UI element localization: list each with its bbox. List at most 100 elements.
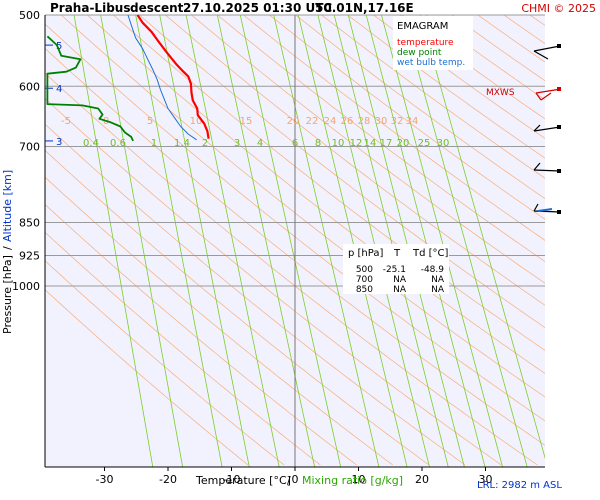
mixing-ratio-label: 17 [380, 138, 393, 149]
dry-adiabat [45, 47, 545, 446]
legend-wet-bulb: wet bulb temp. [397, 58, 465, 68]
theta-label: 10 [190, 116, 203, 127]
header-coords: 50.01N,17.16E [315, 1, 414, 15]
dry-adiabat [113, 15, 545, 351]
mixing-ratio-line [317, 15, 430, 467]
theta-label: 22 [306, 116, 319, 127]
mixing-ratio-label: 12 [350, 138, 363, 149]
mixing-ratio-label: 2 [202, 138, 208, 149]
temperature-profile [136, 14, 210, 139]
dew-point-profile [46, 35, 134, 142]
mixing-ratio-line [347, 15, 465, 467]
temp-tick-label: -30 [96, 473, 114, 486]
dry-adiabat [191, 15, 545, 284]
pressure-tick-label: 850 [19, 216, 40, 229]
theta-label: 28 [358, 116, 371, 127]
table-cell: NA [393, 275, 407, 285]
lrl-label: LRL: 2982 m ASL [477, 480, 562, 491]
pressure-tick-label: 925 [19, 250, 40, 263]
mixing-ratio-line [100, 15, 184, 467]
theta-label: 5 [147, 116, 153, 127]
temp-tick-label: 10 [352, 473, 366, 486]
table-cell: NA [431, 275, 445, 285]
value-table-box [343, 244, 449, 294]
legend-temperature: temperature [397, 38, 454, 48]
mixing-ratio-label: 3 [234, 138, 240, 149]
temp-tick-label: -20 [159, 473, 177, 486]
dry-adiabat [373, 15, 545, 139]
pressure-tick-label: 600 [19, 80, 40, 93]
mixing-ratio-line [402, 15, 528, 467]
copyright: CHMI © 2025 [521, 2, 596, 15]
mixing-ratio-line [185, 15, 280, 467]
temp-tick-label: 0 [292, 473, 299, 486]
dry-adiabat [45, 123, 466, 466]
legend-box [393, 16, 473, 70]
table-header-td: Td [°C] [412, 248, 449, 259]
temp-tick-label: 30 [479, 473, 493, 486]
mixing-ratio-label: 25 [418, 138, 431, 149]
table-cell: 700 [356, 275, 373, 285]
theta-label: 26 [341, 116, 354, 127]
header-station: Praha-Libus [50, 1, 130, 15]
dry-adiabat [269, 15, 545, 220]
mixing-ratio-line [239, 15, 342, 467]
dry-adiabat [295, 15, 545, 200]
table-cell: 850 [356, 285, 373, 295]
pressure-tick-label: 1000 [12, 280, 40, 293]
mixing-ratio-label: 1 [151, 138, 157, 149]
dry-adiabat [347, 15, 545, 159]
mixing-ratio-label: 1.4 [174, 138, 190, 149]
mixing-ratio-line [420, 15, 545, 460]
dry-adiabat [87, 15, 545, 374]
mixing-ratio-label: 20 [397, 138, 410, 149]
mxws-label: MXWS [486, 88, 515, 98]
table-cell: 500 [356, 265, 373, 275]
theta-label: 24 [324, 116, 337, 127]
pressure-tick-label: 700 [19, 141, 40, 154]
table-cell: NA [393, 285, 407, 295]
wind-barb [533, 44, 561, 60]
altitude-tick-label: 5 [56, 41, 62, 52]
mixing-ratio-label: 30 [437, 138, 450, 149]
mixing-ratio-label: 14 [364, 138, 377, 149]
theta-label: 20 [287, 116, 300, 127]
mixing-ratio-label: 0.6 [110, 138, 126, 149]
mixing-ratio-label: 0.4 [83, 138, 99, 149]
mixing-ratio-label: 6 [292, 138, 298, 149]
wet-bulb-profile [127, 14, 197, 141]
dry-adiabat [45, 23, 545, 422]
mixing-ratio-line [381, 15, 503, 467]
table-cell: -25.1 [383, 265, 406, 275]
mixing-ratio-line [273, 15, 380, 467]
mixing-ratio-line [333, 15, 449, 467]
dry-adiabat [165, 15, 545, 306]
value-table: p [hPa] T Td [°C] 500 -25.1 -48.9 700 NA… [348, 248, 449, 295]
table-cell: NA [431, 285, 445, 295]
dry-adiabat [45, 260, 285, 466]
table-cell: -48.9 [421, 265, 445, 275]
temp-tick-label: -10 [223, 473, 241, 486]
dry-adiabat [243, 15, 545, 241]
legend-title: EMAGRAM [397, 21, 448, 32]
dry-adiabat [60, 15, 545, 398]
dry-adiabat [45, 97, 502, 466]
wind-barb-mxws [535, 87, 562, 101]
theta-label: 32 [391, 116, 404, 127]
mixing-ratio-label: 10 [332, 138, 345, 149]
mixing-ratio-line [216, 15, 315, 467]
table-header-t: T [393, 248, 401, 259]
dry-adiabat [45, 176, 393, 466]
mixing-ratio-line [159, 15, 250, 467]
dry-adiabat [45, 231, 321, 466]
mixing-ratio-line [297, 15, 408, 467]
header-datetime: 27.10.2025 01:30 UTC [183, 1, 332, 15]
altitude-tick-label: 3 [56, 137, 62, 148]
mixing-ratio-line [365, 15, 486, 467]
mixing-ratio-label: 4 [257, 138, 263, 149]
mixing-ratio-line [135, 15, 223, 467]
y-axis-label-altitude: Altitude [km] [1, 170, 14, 242]
x-axis-label-temperature: Temperature [°C] [195, 474, 291, 487]
theta-label: 34 [406, 116, 419, 127]
dry-adiabat [45, 149, 430, 466]
